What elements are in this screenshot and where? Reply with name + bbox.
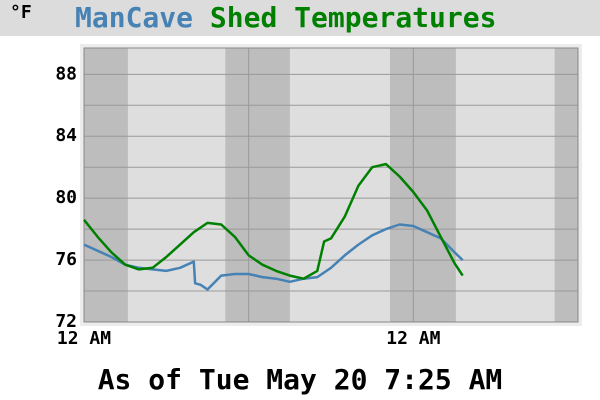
x-tick-label: 12 AM xyxy=(57,328,111,349)
series-line xyxy=(83,162,464,280)
chart-title: ManCave Shed Temperatures xyxy=(75,1,496,34)
y-tick-label: 80 xyxy=(55,187,77,208)
y-tick-label: 76 xyxy=(55,249,77,270)
x-tick-label: 12 AM xyxy=(386,328,440,349)
y-tick-label: 72 xyxy=(55,311,77,332)
y-tick-label: 88 xyxy=(55,63,77,84)
header-bar xyxy=(0,0,600,36)
legend-entry: ManCave xyxy=(75,1,193,34)
shaded-band xyxy=(84,48,128,322)
shaded-band xyxy=(390,48,456,322)
legend-entry: Shed xyxy=(210,1,277,34)
footer: As of Tue May 20 7:25 AM xyxy=(98,363,503,396)
plot-background xyxy=(84,48,578,322)
plot-area xyxy=(83,47,579,323)
title-text: Temperatures xyxy=(294,1,496,34)
shaded-band xyxy=(554,48,578,322)
y-tick-label: 84 xyxy=(55,125,77,146)
unit-label: °F xyxy=(10,2,32,23)
plot-border xyxy=(83,47,579,323)
series-line xyxy=(83,223,464,291)
